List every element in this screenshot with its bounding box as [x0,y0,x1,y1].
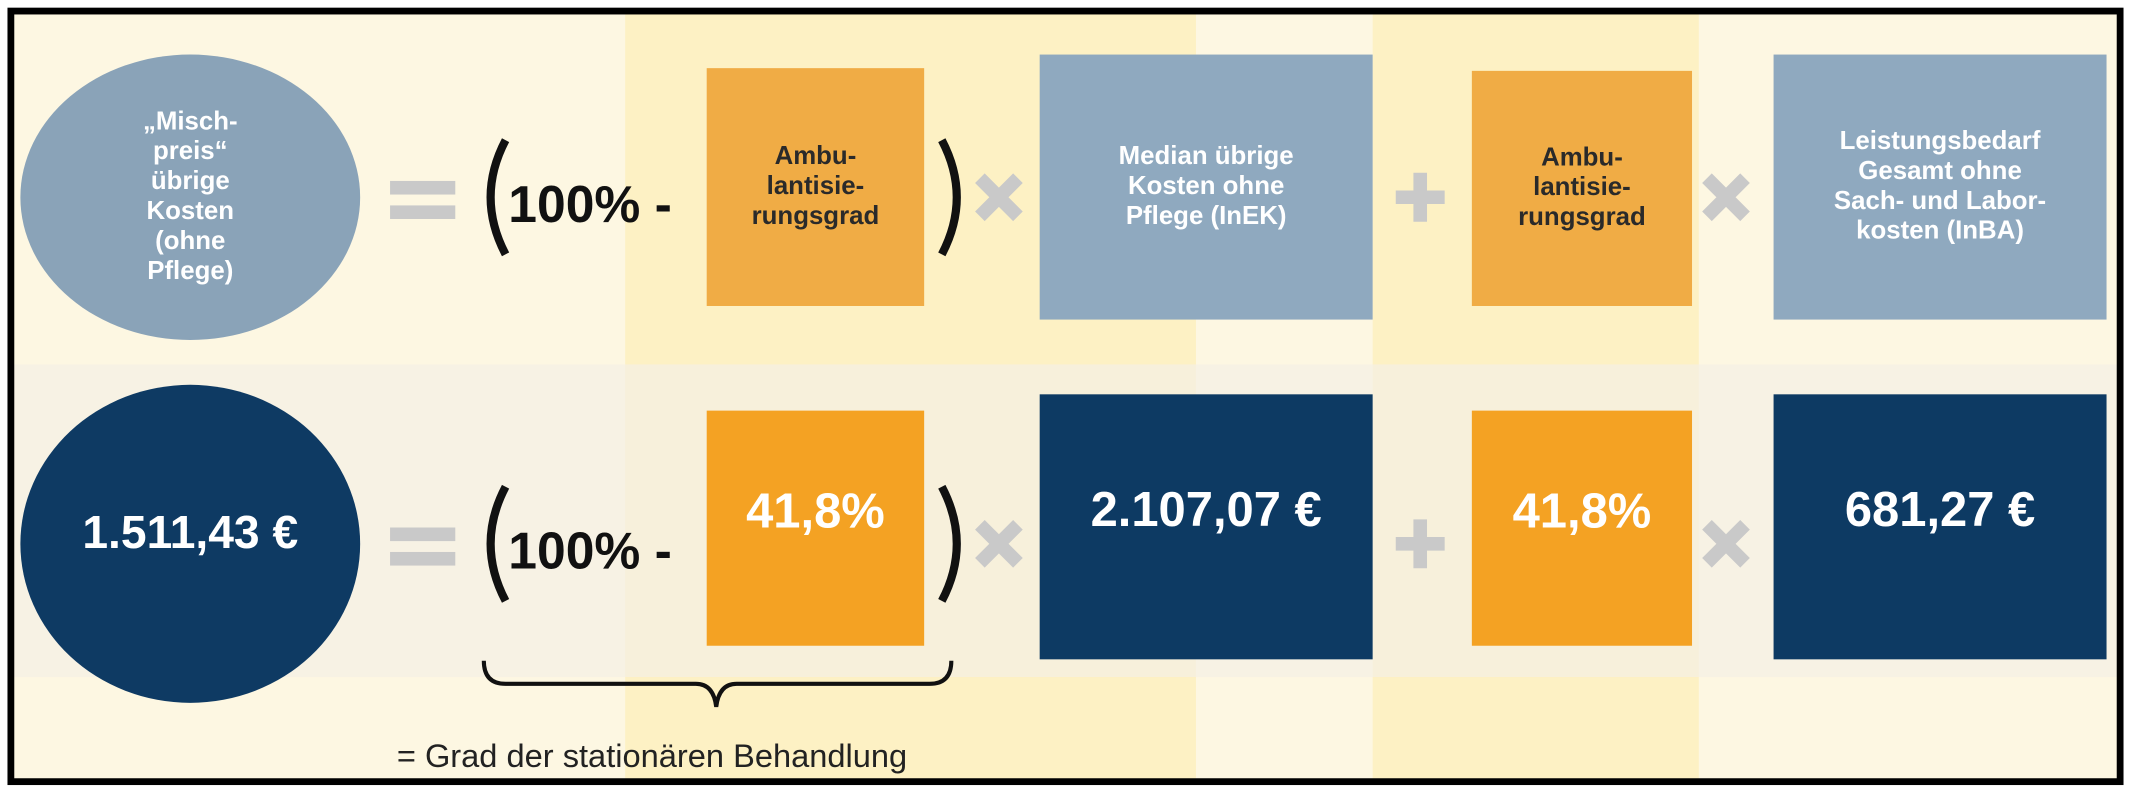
paren-close [938,484,961,603]
box-text: Pflege (InEK) [1126,202,1287,230]
prefix: 100% - [508,175,672,233]
equals-bar [390,527,456,542]
circle-text: preis“ [153,137,228,165]
equals-bar [390,205,456,220]
box-text: Sach- und Labor- [1834,187,2046,215]
box-text: Kosten ohne [1128,172,1284,200]
times [1702,519,1750,568]
box-text: 41,8% [746,485,885,539]
circle-text: übrige [151,167,230,195]
term-box [1039,394,1373,660]
term-box [1471,70,1693,306]
term-box [1039,54,1373,320]
plus [1395,172,1445,222]
paren-close [938,138,961,257]
box-text: rungsgrad [1518,203,1646,231]
paren-open [486,138,510,257]
term-box [706,68,925,306]
term-box [1471,410,1693,646]
paren-open [486,484,510,603]
circle-text: (ohne [155,227,225,255]
box-text: 41,8% [1513,485,1652,539]
brace [481,660,954,708]
circle-text: „Misch- [143,107,238,135]
box-text: 2.107,07 € [1091,483,1322,537]
box-text: rungsgrad [752,202,880,230]
plus [1395,519,1445,569]
box-text: Median übrige [1119,142,1294,170]
box-text: Ambu- [1541,143,1623,171]
times [975,519,1023,568]
term-box [706,410,925,646]
box-text: Leistungsbedarf [1840,127,2041,155]
box-text: kosten (InBA) [1856,217,2024,245]
box-text: lantisie- [1533,173,1631,201]
circle-text: Pflege) [147,257,233,285]
box-text: lantisie- [767,172,865,200]
box-text: Gesamt ohne [1858,157,2022,185]
times [1702,173,1750,222]
prefix: 100% - [508,521,672,579]
frame [7,7,2124,786]
term-box [1773,54,2107,320]
circle-text: 1.511,43 € [82,506,298,558]
equals-bar [390,180,456,195]
box-text: 681,27 € [1845,483,2035,537]
box-text: Ambu- [775,142,857,170]
note: = Grad der stationären Behandlung [397,737,907,774]
circle-text: Kosten [147,197,234,225]
result-circle [20,384,361,703]
times [975,173,1023,222]
equals-bar [390,551,456,566]
term-box [1773,394,2107,660]
result-circle [20,54,361,340]
